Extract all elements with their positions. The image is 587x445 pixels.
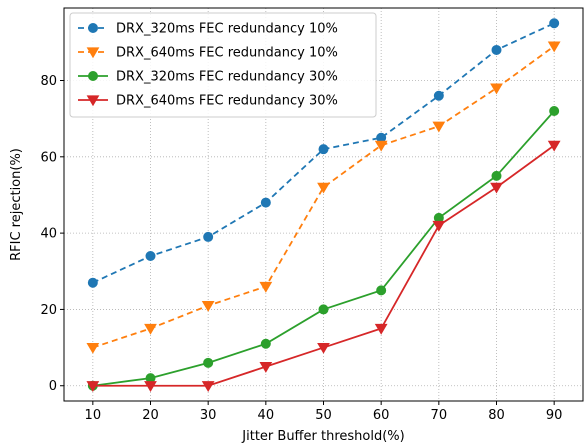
data-point bbox=[490, 83, 503, 95]
data-point bbox=[260, 197, 271, 208]
data-point bbox=[491, 170, 502, 181]
x-tick-label: 90 bbox=[546, 408, 563, 423]
y-tick-label: 60 bbox=[40, 150, 57, 165]
legend-label: DRX_320ms FEC redundancy 30% bbox=[116, 70, 338, 85]
data-point bbox=[317, 342, 330, 354]
data-point bbox=[490, 182, 503, 194]
x-tick-label: 70 bbox=[431, 408, 448, 423]
y-tick-label: 20 bbox=[40, 303, 57, 318]
x-tick-label: 40 bbox=[258, 408, 275, 423]
legend: DRX_320ms FEC redundancy 10% DRX_640ms FE… bbox=[69, 12, 377, 118]
legend-item: DRX_320ms FEC redundancy 30% bbox=[78, 70, 338, 85]
data-point bbox=[144, 381, 157, 392]
data-point bbox=[201, 381, 215, 392]
data-point bbox=[144, 323, 157, 335]
x-tick-label: 80 bbox=[488, 408, 505, 423]
grid bbox=[64, 8, 583, 401]
series-1 bbox=[87, 18, 560, 288]
data-point bbox=[374, 140, 388, 152]
legend-marker bbox=[86, 95, 100, 107]
data-point bbox=[547, 41, 561, 53]
data-point bbox=[549, 106, 560, 117]
data-point bbox=[317, 182, 330, 194]
y-tick-label: 0 bbox=[49, 379, 57, 394]
y-axis-label: RFIC rejection(%) bbox=[9, 148, 24, 261]
data-point bbox=[203, 231, 214, 242]
data-point bbox=[549, 18, 560, 29]
x-tick-label: 30 bbox=[200, 408, 217, 423]
legend-box bbox=[69, 12, 377, 118]
series-3 bbox=[87, 106, 560, 391]
legend-label: DRX_320ms FEC redundancy 10% bbox=[116, 22, 338, 37]
data-point bbox=[259, 281, 273, 293]
axis-ticks: 10 20 30 40 50 60 70 80 90 0 20 40 60 80 bbox=[40, 74, 562, 423]
data-point bbox=[203, 357, 214, 368]
data-point bbox=[86, 342, 100, 354]
legend-item: DRX_320ms FEC redundancy 10% bbox=[78, 22, 338, 37]
x-tick-label: 20 bbox=[142, 408, 159, 423]
y-tick-label: 80 bbox=[40, 74, 57, 89]
series-line bbox=[92, 45, 555, 349]
data-point bbox=[432, 121, 446, 133]
data-point bbox=[376, 285, 387, 296]
data-point bbox=[259, 362, 273, 373]
legend-label: DRX_640ms FEC redundancy 10% bbox=[116, 46, 338, 61]
data-point bbox=[318, 144, 329, 155]
data-point bbox=[547, 140, 561, 152]
series-2 bbox=[86, 41, 561, 354]
x-tick-label: 10 bbox=[85, 408, 102, 423]
data-point bbox=[374, 323, 388, 335]
legend-marker bbox=[86, 47, 100, 59]
x-tick-label: 60 bbox=[373, 408, 390, 423]
legend-marker bbox=[88, 71, 98, 81]
legend-item: DRX_640ms FEC redundancy 10% bbox=[78, 46, 338, 61]
data-point bbox=[86, 381, 100, 392]
data-point bbox=[318, 304, 329, 315]
data-point bbox=[433, 90, 444, 101]
y-tick-label: 40 bbox=[40, 227, 57, 242]
data-point bbox=[432, 220, 446, 232]
legend-marker bbox=[88, 23, 98, 33]
x-tick-label: 50 bbox=[315, 408, 332, 423]
data-point bbox=[87, 277, 98, 288]
data-point bbox=[201, 300, 215, 312]
data-point bbox=[260, 338, 271, 349]
series-4 bbox=[86, 140, 561, 392]
legend-item: DRX_640ms FEC redundancy 30% bbox=[78, 94, 338, 109]
data-point bbox=[145, 251, 156, 262]
data-point bbox=[491, 44, 502, 55]
x-axis-label: Jitter Buffer threshold(%) bbox=[241, 429, 404, 444]
legend-label: DRX_640ms FEC redundancy 30% bbox=[116, 94, 338, 109]
series-layer bbox=[86, 18, 561, 392]
